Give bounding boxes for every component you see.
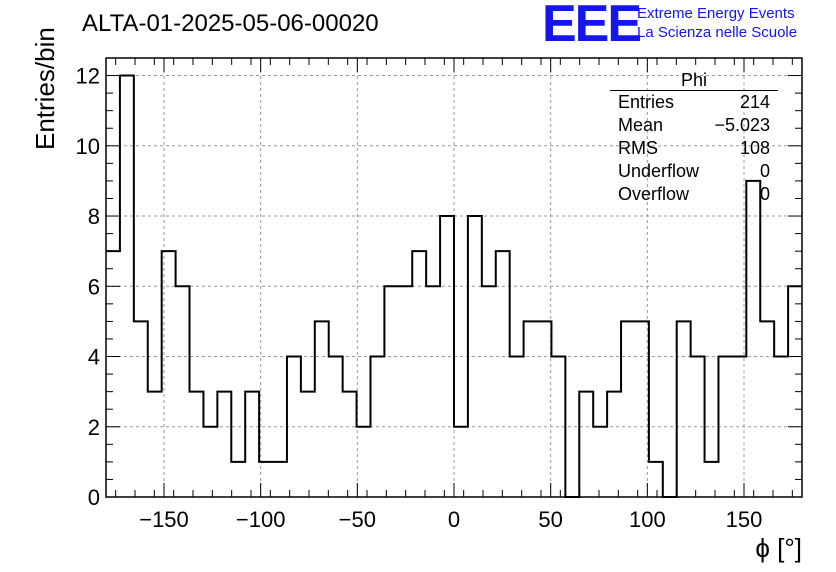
stats-value: −5.023	[714, 115, 770, 135]
x-tick-label: −150	[139, 507, 189, 532]
stats-title: Phi	[610, 70, 778, 91]
stats-row-entries: Entries 214	[610, 91, 778, 114]
logo-caption: Extreme Energy Events La Scienza nelle S…	[637, 4, 797, 42]
eee-logo: EEE	[542, 0, 642, 53]
x-tick-label: 150	[726, 507, 763, 532]
y-tick-label: 4	[88, 345, 100, 370]
y-tick-label: 10	[76, 134, 100, 159]
y-axis-label: Entries/bin	[30, 27, 60, 150]
logo-caption-line1: Extreme Energy Events	[637, 5, 795, 22]
y-tick-label: 12	[76, 64, 100, 89]
stats-value: 214	[739, 92, 770, 112]
stats-value: 0	[759, 161, 770, 181]
logo-caption-line2: La Scienza nelle Scuole	[637, 24, 798, 41]
x-tick-label: 50	[538, 507, 562, 532]
stats-label: Mean	[618, 115, 664, 135]
stats-label: Underflow	[618, 161, 700, 181]
y-tick-label: 2	[88, 415, 100, 440]
stats-row-underflow: Underflow 0	[610, 160, 778, 183]
stats-box: Phi Entries 214 Mean −5.023 RMS 108 Unde…	[610, 70, 778, 206]
stats-row-rms: RMS 108	[610, 137, 778, 160]
stats-label: Overflow	[618, 184, 690, 204]
x-tick-label: −50	[339, 507, 376, 532]
stats-row-mean: Mean −5.023	[610, 114, 778, 137]
stats-label: Entries	[618, 92, 675, 112]
stats-label: RMS	[618, 138, 658, 158]
stats-value: 108	[739, 138, 770, 158]
chart-title: ALTA-01-2025-05-06-00020	[82, 10, 379, 37]
x-tick-label: −100	[236, 507, 286, 532]
histogram-steps	[106, 74, 802, 498]
y-tick-label: 8	[88, 204, 100, 229]
plot-frame	[105, 57, 803, 498]
x-tick-label: 100	[629, 507, 666, 532]
x-axis-label: ϕ [°]	[755, 533, 802, 563]
x-tick-label: 0	[448, 507, 460, 532]
stats-value: 0	[759, 184, 770, 204]
y-tick-label: 6	[88, 274, 100, 299]
y-tick-label: 0	[88, 485, 100, 510]
stats-row-overflow: Overflow 0	[610, 183, 778, 206]
